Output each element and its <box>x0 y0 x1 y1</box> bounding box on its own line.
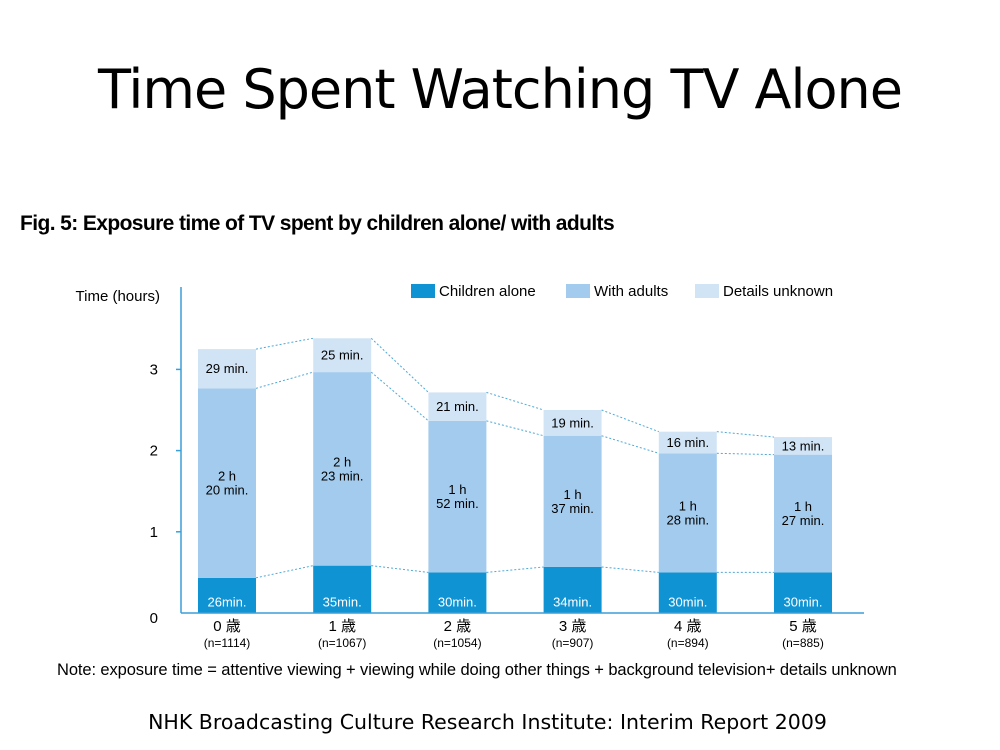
legend-label-with-adults: With adults <box>594 283 668 300</box>
connector-line <box>255 565 314 579</box>
y-tick-label: 0 <box>150 610 158 627</box>
bar-segment-children-alone <box>543 566 602 613</box>
bar-segment-children-alone <box>658 572 717 613</box>
connector-line <box>601 566 659 573</box>
sample-size-label: (n=1054) <box>433 636 481 650</box>
bar-segment-details-unknown <box>543 410 602 436</box>
legend-swatch-with-adults <box>566 284 590 298</box>
segment-label-children-alone: 30min. <box>668 595 707 610</box>
segment-label-children-alone: 30min. <box>783 595 822 610</box>
segment-label-children-alone: 34min. <box>553 595 592 610</box>
category-label: 2 歳 <box>444 618 472 635</box>
legend-swatch-details-unknown <box>695 284 719 298</box>
bar-segment-with-adults <box>313 372 372 566</box>
bar-segment-with-adults <box>428 420 487 573</box>
segment-label-children-alone: 35min. <box>323 595 362 610</box>
sample-size-label: (n=885) <box>782 636 824 650</box>
connector-line <box>716 452 775 456</box>
bar-segment-children-alone <box>428 572 487 613</box>
sample-size-label: (n=1114) <box>204 636 251 650</box>
connector-line <box>601 435 659 454</box>
segment-label-details-unknown: 13 min. <box>782 438 825 453</box>
y-axis-title: Time (hours) <box>76 288 160 305</box>
y-tick-label: 2 <box>150 443 158 460</box>
bar-segment-with-adults <box>198 388 256 578</box>
segment-label-with-adults: 1 h 27 min. <box>782 499 825 528</box>
bars-group: 26min. 2 h 20 min. 29 min. 35min. 2 h 23 min. 2… <box>198 338 832 613</box>
sample-size-label: (n=894) <box>667 636 709 650</box>
bar-segment-with-adults <box>774 454 832 573</box>
bar-segment-with-adults <box>658 453 717 573</box>
segment-label-with-adults: 2 h 23 min. <box>321 454 364 483</box>
connector-line <box>255 371 314 389</box>
connector-line <box>371 565 429 573</box>
segment-label-with-adults: 2 h 20 min. <box>206 469 249 498</box>
category-label: 5 歳 <box>789 618 817 635</box>
segment-label-with-adults: 1 h 28 min. <box>666 498 709 527</box>
slide-title: Time Spent Watching TV Alone <box>98 58 903 121</box>
bar-segment-details-unknown <box>774 437 832 455</box>
bar-segment-details-unknown <box>198 349 256 389</box>
figure-caption: Fig. 5: Exposure time of TV spent by chi… <box>20 212 615 235</box>
segment-label-with-adults: 1 h 52 min. <box>436 482 479 511</box>
bar-segment-with-adults <box>543 435 602 567</box>
connector-line <box>486 566 544 573</box>
bar-segment-details-unknown <box>658 431 717 454</box>
connector-line <box>255 337 314 350</box>
category-label: 3 歳 <box>559 618 587 635</box>
y-tick-label: 1 <box>150 524 158 541</box>
legend-label-details-unknown: Details unknown <box>723 283 833 300</box>
bar-segment-children-alone <box>198 577 256 613</box>
legend-swatch-children-alone <box>411 284 435 298</box>
segment-label-details-unknown: 29 min. <box>206 361 249 376</box>
connector-line <box>370 371 429 422</box>
axes-group: 0 歳(n=1114) 1 歳(n=1067) 2 歳(n=1054) 3 歳(n=9… <box>150 287 864 650</box>
segment-label-children-alone: 26min. <box>207 595 246 610</box>
note-text: Note: exposure time = attentive viewing … <box>57 661 897 679</box>
connector-line <box>370 337 429 393</box>
sample-size-label: (n=1067) <box>318 636 366 650</box>
connector-line <box>486 420 544 437</box>
bar-segment-details-unknown <box>428 392 487 421</box>
connector-line <box>716 431 775 438</box>
segment-label-with-adults: 1 h 37 min. <box>551 487 594 516</box>
source-citation: NHK Broadcasting Culture Research Instit… <box>148 710 827 734</box>
segment-label-details-unknown: 19 min. <box>551 415 594 430</box>
trend-connectors <box>255 337 775 579</box>
bar-segment-details-unknown <box>313 338 372 373</box>
bar-segment-children-alone <box>774 572 832 613</box>
segment-label-details-unknown: 21 min. <box>436 399 479 414</box>
segment-label-details-unknown: 16 min. <box>666 435 709 450</box>
category-label: 0 歳 <box>213 618 241 635</box>
segment-label-details-unknown: 25 min. <box>321 348 364 363</box>
legend-label-children-alone: Children alone <box>439 283 536 300</box>
category-label: 1 歳 <box>328 618 356 635</box>
bar-segment-children-alone <box>313 565 372 613</box>
category-label: 4 歳 <box>674 618 702 635</box>
sample-size-label: (n=907) <box>552 636 594 650</box>
y-tick-label: 3 <box>150 361 158 378</box>
connector-line <box>601 409 659 433</box>
legend: Children alone With adults Details unknown <box>411 283 833 300</box>
segment-label-children-alone: 30min. <box>438 595 477 610</box>
connector-line <box>486 391 544 411</box>
